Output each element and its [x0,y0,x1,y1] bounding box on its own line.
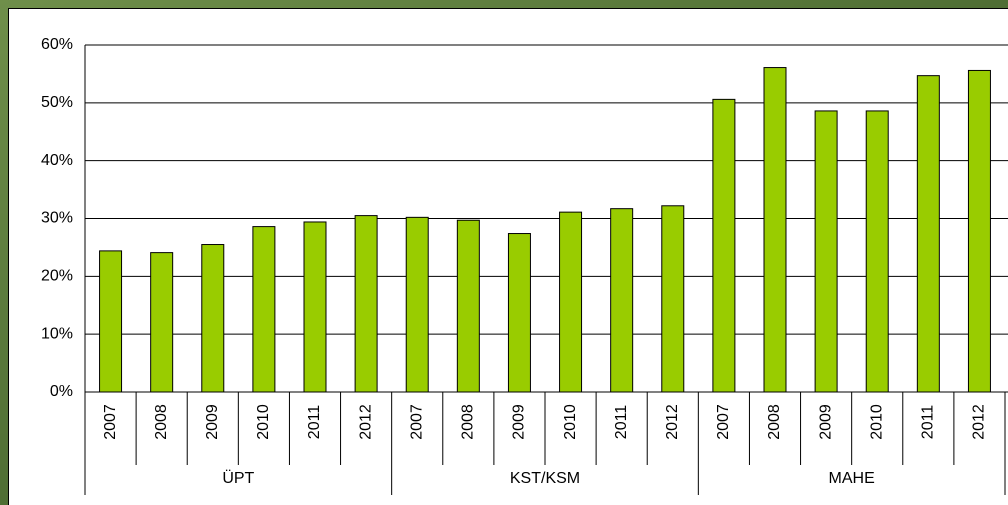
bar [763,67,787,393]
x-tick-label: 2009 [204,404,221,440]
x-tick-label: 2010 [255,404,272,440]
x-tick-label: 2008 [766,404,783,440]
x-tick-label: 2009 [511,404,528,440]
x-tick-label: 2009 [817,404,834,440]
x-tick-label: 2012 [971,404,988,440]
bar [252,226,276,393]
y-tick-label: 10% [41,325,73,342]
x-tick-label: 2012 [357,404,374,440]
x-tick-label: 2012 [664,404,681,440]
bar [814,110,838,393]
bar [916,75,940,393]
y-tick-label: 60% [41,36,73,53]
x-tick-label: 2007 [102,404,119,440]
y-tick-label: 40% [41,152,73,169]
bar [99,250,123,393]
x-tick-label: 2008 [460,404,477,440]
y-tick-label: 50% [41,94,73,111]
bar [150,252,174,393]
bar [507,233,531,393]
bar [712,98,736,393]
bar [201,244,225,393]
x-tick-label: 2011 [306,405,323,440]
group-label: ÜPT [222,469,254,487]
bar [865,110,889,393]
bar [661,205,685,393]
y-tick-label: 0% [50,383,73,400]
x-tick-label: 2011 [920,405,937,440]
group-label: KST/KSM [510,470,580,487]
x-tick-label: 2008 [153,404,170,440]
x-tick-label: 2007 [715,404,732,440]
group-label: MAHE [829,470,875,487]
x-tick-label: 2010 [562,404,579,440]
bar [405,216,429,393]
bar [610,208,634,393]
x-tick-label: 2010 [868,404,885,440]
x-tick-label: 2011 [613,405,630,440]
y-tick-label: 30% [41,210,73,227]
bar [967,69,991,393]
bar [303,221,327,393]
x-tick-label: 2007 [408,404,425,440]
bar [559,211,583,393]
y-tick-label: 20% [41,268,73,285]
bar [456,219,480,393]
bar [354,215,378,393]
